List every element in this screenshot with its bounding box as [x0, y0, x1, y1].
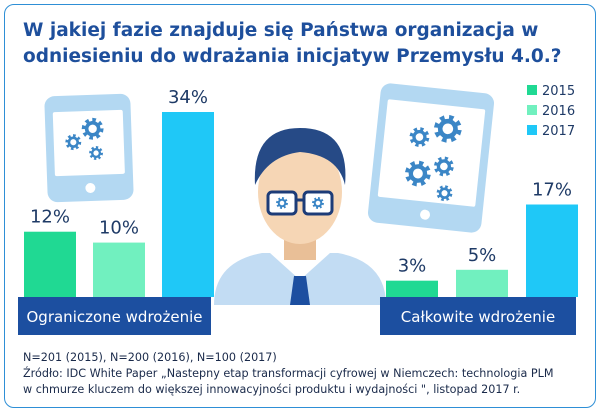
category-band [18, 297, 211, 335]
hair [254, 128, 346, 185]
tablet-right-icon [367, 83, 495, 233]
gear-icon [436, 185, 453, 202]
gear-icon [65, 134, 82, 151]
tablet-left-icon [44, 93, 134, 203]
legend-label-2016: 2016 [542, 104, 575, 119]
data-label: 5% [468, 245, 497, 266]
gear-icon [433, 114, 462, 143]
bar-2017-calkowite [526, 204, 578, 297]
gear-icon [404, 160, 431, 187]
legend-label-2015: 2015 [542, 84, 575, 99]
legend-swatch-2017 [527, 125, 537, 135]
home-button-icon [420, 209, 431, 220]
gear-icon [89, 146, 104, 161]
gear-icon [81, 117, 104, 140]
data-label: 17% [532, 180, 572, 201]
category-label: Całkowite wdrożenie [401, 308, 555, 326]
category-label: Ograniczone wdrożenie [27, 308, 203, 326]
gear-icon [312, 197, 324, 209]
gear-icon [433, 156, 454, 177]
home-button-icon [85, 182, 96, 193]
person-with-glasses-icon [214, 128, 386, 305]
bar-2015-ograniczone [24, 231, 76, 297]
footnotes: N=201 (2015), N=200 (2016), N=100 (2017)… [23, 350, 593, 398]
chart-title: W jakiej fazie znajduje się Państwa orga… [23, 18, 583, 70]
source-note-line-2: w chmurze kluczem do większej innowacyjn… [23, 383, 521, 396]
face [258, 140, 342, 244]
gear-icon [276, 197, 288, 209]
data-label: 3% [398, 256, 427, 277]
data-label: 12% [30, 207, 70, 228]
legend-swatch-2015 [527, 85, 537, 95]
bar-2017-ograniczone [162, 112, 214, 297]
bar-2016-ograniczone [93, 242, 145, 297]
source-note-line-1: Źródło: IDC White Paper „Nastepny etap t… [23, 367, 554, 380]
title-line-1: W jakiej fazie znajduje się Państwa orga… [23, 20, 539, 41]
category-band [380, 297, 576, 335]
infographic-frame: W jakiej fazie znajduje się Państwa orga… [4, 4, 596, 408]
bar-2016-calkowite [456, 269, 508, 297]
data-label: 34% [168, 87, 208, 108]
tie-icon [290, 276, 310, 305]
gear-icon [409, 127, 430, 148]
data-label: 10% [99, 218, 139, 239]
legend-label-2017: 2017 [542, 124, 575, 139]
legend-swatch-2016 [527, 105, 537, 115]
sample-size-note: N=201 (2015), N=200 (2016), N=100 (2017) [23, 351, 277, 364]
bar-2015-calkowite [386, 280, 438, 297]
title-line-2: odniesieniu do wdrażania inicjatyw Przem… [23, 46, 562, 67]
